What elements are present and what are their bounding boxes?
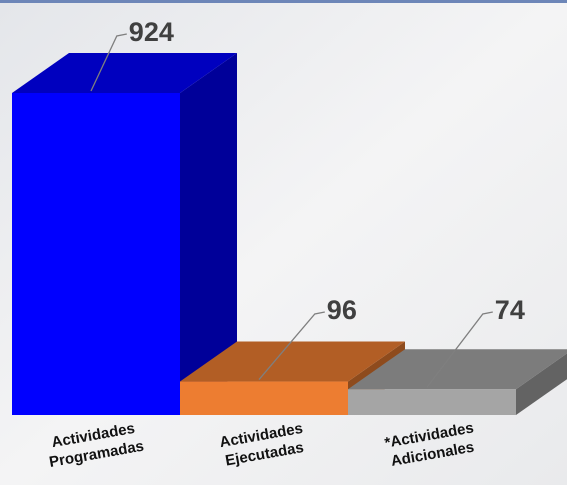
bar-top [180,341,405,382]
leader-line [258,311,325,380]
bar [180,381,348,415]
bar-top [12,53,237,93]
leader-line [90,33,127,92]
bar-side [516,353,567,415]
data-label: 74 [495,295,525,325]
bar-top [348,349,567,390]
bar [12,93,180,415]
data-label: 924 [129,17,174,47]
bar [348,389,516,415]
bar-side [180,53,237,415]
data-label: 96 [327,295,357,325]
top-border [0,0,567,3]
leader-line [426,311,493,388]
